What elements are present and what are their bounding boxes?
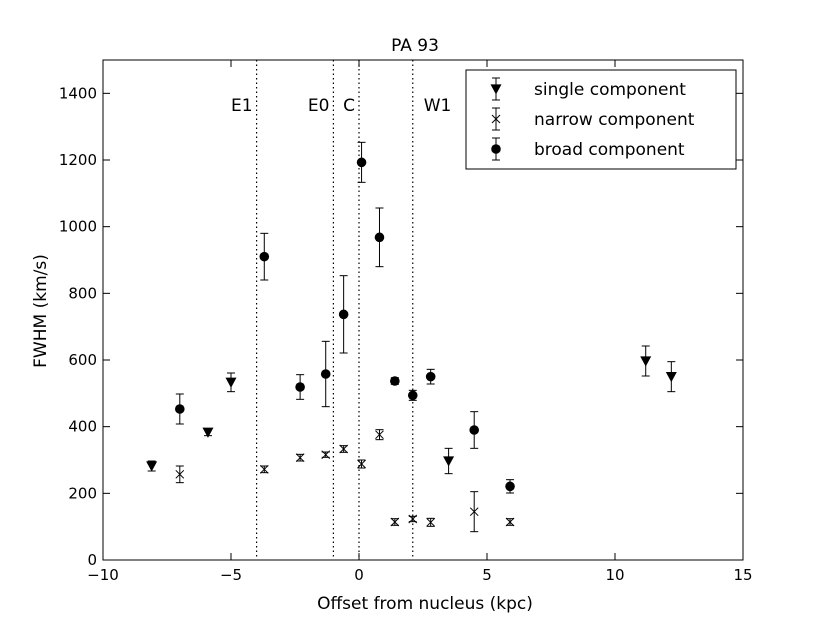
data-point-narrow-stroke xyxy=(491,114,501,124)
data-point-narrow-stroke xyxy=(339,444,348,454)
region-label: C xyxy=(343,96,355,116)
data-point-broad xyxy=(425,371,436,382)
data-point-single xyxy=(225,377,237,388)
data-point-narrow-stroke xyxy=(408,514,418,524)
data-point-broad xyxy=(259,251,270,262)
data-point-broad xyxy=(505,481,515,492)
y-tick-label: 800 xyxy=(68,284,97,302)
x-tick-label: −10 xyxy=(87,566,119,584)
y-tick-label: 600 xyxy=(68,351,97,369)
data-point-broad xyxy=(320,369,331,379)
data-point-single xyxy=(640,356,652,367)
y-tick-label: 400 xyxy=(68,418,97,436)
plot-frame xyxy=(102,59,744,561)
legend-label: broad component xyxy=(534,140,685,160)
data-point-broad xyxy=(407,390,418,401)
y-tick-label: 1200 xyxy=(59,151,97,169)
data-point-narrow xyxy=(295,453,305,463)
legend-box xyxy=(465,69,737,170)
legend: single component narrow component broad co… xyxy=(465,69,737,170)
x-tick-label: 5 xyxy=(482,566,492,584)
region-label: W1 xyxy=(424,96,452,116)
data-point-narrow-stroke xyxy=(259,464,269,474)
legend-label: narrow component xyxy=(534,110,695,130)
data-point-broad xyxy=(295,382,305,392)
data-point-narrow xyxy=(469,507,479,517)
data-point-single xyxy=(490,84,502,95)
data-point-narrow-stroke xyxy=(175,469,185,479)
data-point-narrow-stroke xyxy=(426,517,436,527)
data-point-narrow xyxy=(390,517,400,527)
data-point-narrow xyxy=(321,450,331,460)
data-point-narrow xyxy=(375,430,384,440)
data-point-narrow xyxy=(491,114,501,124)
data-point-narrow xyxy=(175,469,185,479)
data-point-broad xyxy=(374,232,385,243)
data-point-broad xyxy=(390,376,400,386)
data-point-narrow-stroke xyxy=(375,430,384,440)
data-point-broad xyxy=(469,425,480,435)
region-label: E0 xyxy=(308,96,330,116)
data-point-single xyxy=(665,371,677,383)
data-point-single xyxy=(202,427,214,438)
legend-label: single component xyxy=(534,80,686,100)
y-tick-label: 1400 xyxy=(59,84,97,102)
legend-entry: single component xyxy=(490,77,686,101)
data-point-broad xyxy=(175,404,185,414)
legend-entry: narrow component xyxy=(491,107,695,131)
data-point-narrow xyxy=(505,517,515,527)
region-label: E1 xyxy=(231,96,253,116)
data-point-narrow-stroke xyxy=(357,459,366,469)
data-point-narrow-stroke xyxy=(505,517,515,527)
x-tick-label: 15 xyxy=(733,566,752,584)
legend-entry: broad component xyxy=(491,137,685,161)
x-tick-label: 10 xyxy=(605,566,624,584)
data-point-single xyxy=(443,456,455,467)
data-point-narrow-stroke xyxy=(321,450,331,460)
x-tick-label: 0 xyxy=(354,566,364,584)
y-tick-label: 1000 xyxy=(59,218,97,236)
data-point-narrow xyxy=(259,464,269,474)
data-point-narrow-stroke xyxy=(469,507,479,517)
data-point-broad xyxy=(491,144,501,154)
x-tick-label: −5 xyxy=(220,566,242,584)
y-tick-label: 0 xyxy=(87,551,97,569)
data-point-narrow-stroke xyxy=(390,517,400,527)
x-axis-label: Offset from nucleus (kpc) xyxy=(317,594,533,614)
data-point-narrow xyxy=(339,444,348,454)
data-point-narrow xyxy=(426,517,436,527)
data-point-narrow xyxy=(357,459,366,469)
data-point-broad xyxy=(338,309,349,320)
data-point-single xyxy=(146,461,158,472)
data-point-broad xyxy=(356,157,367,168)
y-axis-label: FWHM (km/s) xyxy=(31,254,51,368)
data-point-narrow xyxy=(408,514,418,524)
chart-title: PA 93 xyxy=(391,36,439,56)
y-tick-label: 200 xyxy=(68,484,97,502)
data-point-narrow-stroke xyxy=(295,453,305,463)
